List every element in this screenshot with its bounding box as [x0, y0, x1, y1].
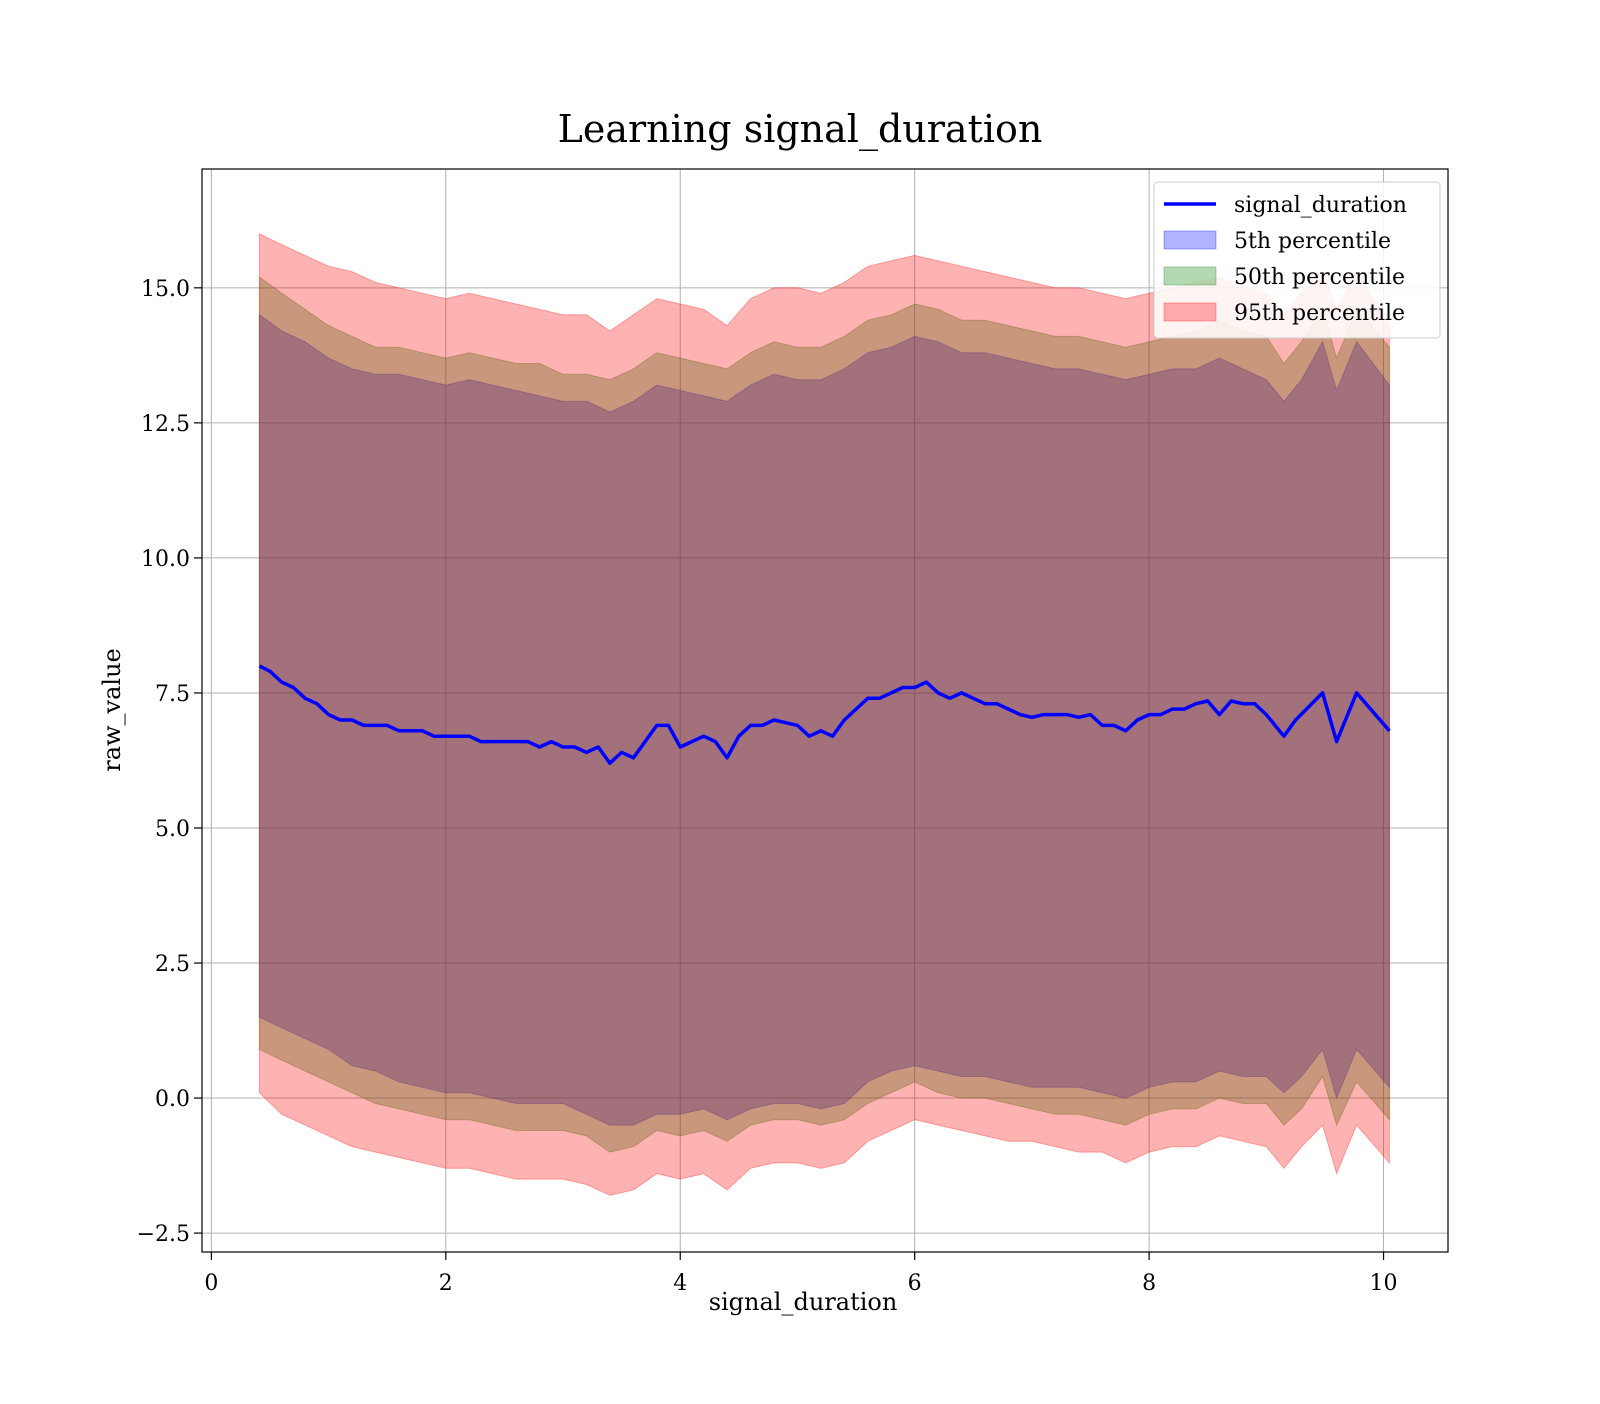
- y-tick-label: 10.0: [141, 547, 190, 572]
- x-tick-label: 10: [1370, 1271, 1398, 1296]
- y-tick-label: 2.5: [155, 952, 190, 977]
- legend-label-5th-percentile: 5th percentile: [1234, 229, 1391, 254]
- x-tick-label: 0: [204, 1271, 218, 1296]
- x-tick-label: 4: [673, 1271, 687, 1296]
- x-tick-label: 6: [908, 1271, 922, 1296]
- y-axis-ticks: −2.5 0.0 2.5 5.0 7.5 10.0 12.5 15.0: [137, 277, 202, 1247]
- y-tick-label: 7.5: [155, 682, 190, 707]
- y-tick-label: 15.0: [141, 277, 190, 302]
- y-tick-label: 12.5: [141, 412, 190, 437]
- y-tick-label: 0.0: [155, 1087, 190, 1112]
- legend-swatch-50th-percentile: [1163, 266, 1217, 286]
- y-tick-label: −2.5: [137, 1222, 190, 1247]
- y-axis-label: raw_value: [98, 648, 126, 772]
- y-tick-label: 5.0: [155, 817, 190, 842]
- x-tick-label: 8: [1142, 1271, 1156, 1296]
- series-line-signal-duration: [258, 664, 1391, 765]
- chart-title: Learning signal_duration: [558, 107, 1043, 152]
- x-tick-label: 2: [439, 1271, 453, 1296]
- percentile-bands: [258, 233, 1390, 1196]
- plot-frame: [201, 168, 1449, 1253]
- x-axis-label: signal_duration: [709, 1288, 898, 1316]
- legend-label-95th-percentile: 95th percentile: [1234, 301, 1405, 326]
- legend-label-50th-percentile: 50th percentile: [1234, 265, 1405, 290]
- band-50th-percentile: [258, 276, 1390, 1153]
- legend: signal_duration 5th percentile 50th percen…: [1153, 181, 1441, 339]
- legend-box: [1153, 181, 1441, 339]
- legend-swatch-95th-percentile: [1163, 302, 1217, 322]
- legend-label-signal-duration: signal_duration: [1234, 193, 1407, 218]
- x-axis-ticks: 0 2 4 6 8 10: [204, 1252, 1398, 1296]
- legend-swatch-5th-percentile: [1163, 230, 1217, 250]
- series-lines: [258, 664, 1391, 765]
- band-95th-percentile: [258, 233, 1390, 1196]
- band-5th-percentile: [258, 313, 1390, 1126]
